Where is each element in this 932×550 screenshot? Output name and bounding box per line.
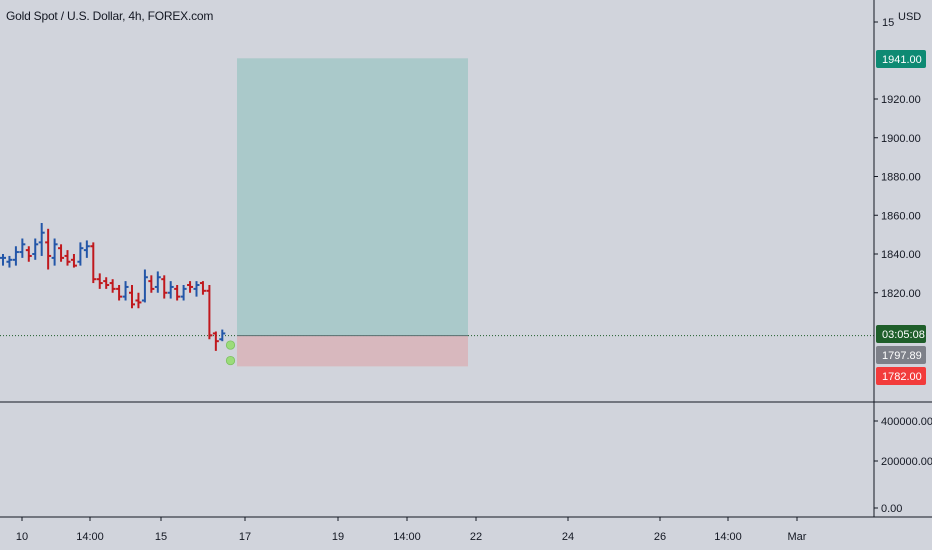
- ohlc-bar: [25, 246, 32, 262]
- price-tick-label: 1840.00: [881, 249, 921, 261]
- bar-countdown-tag: 03:05:08: [876, 325, 926, 343]
- time-tick-label: 19: [332, 531, 344, 543]
- ohlc-bar: [64, 250, 71, 266]
- ohlc-bar: [212, 331, 219, 351]
- target-price-tag-label: 1941.00: [882, 54, 922, 66]
- last-price-tag-bg: [876, 346, 926, 364]
- volume-tick-label: 200000.00: [881, 456, 932, 468]
- ohlc-bar: [109, 279, 116, 293]
- ohlc-bar: [161, 275, 168, 299]
- symbol-title[interactable]: Gold Spot / U.S. Dollar, 4h, FOREX.com: [6, 9, 214, 23]
- time-tick-label: 15: [155, 531, 167, 543]
- ohlc-bar: [129, 285, 135, 309]
- signal-markers: [225, 340, 236, 366]
- time-tick-label: 26: [654, 531, 666, 543]
- stop-price-tag-bg: [876, 367, 926, 385]
- time-tick-label: 24: [562, 531, 574, 543]
- volume-tick-label: 400000.00: [881, 416, 932, 428]
- ohlc-bar: [58, 244, 65, 262]
- ohlc-bar: [83, 240, 90, 258]
- ohlc-bar: [193, 281, 200, 297]
- target-price-tag-bg: [876, 50, 926, 68]
- price-axis-currency: USD: [898, 11, 921, 23]
- ohlc-bar: [154, 271, 161, 293]
- ohlc-bar: [135, 292, 142, 309]
- ohlc-bar: [51, 238, 58, 266]
- last-price-tag: 1797.89: [876, 346, 926, 364]
- ohlc-bar: [77, 242, 84, 266]
- time-tick-label: 22: [470, 531, 482, 543]
- long-position-tool[interactable]: [237, 58, 468, 367]
- last-price-tag-label: 1797.89: [882, 350, 922, 362]
- ohlc-bar: [103, 277, 110, 289]
- time-tick-label: Mar: [788, 531, 807, 543]
- target-price-tag: 1941.00: [876, 50, 926, 68]
- bar-countdown-tag-bg: [876, 325, 926, 343]
- ohlc-bar: [116, 285, 123, 301]
- price-tick-label: 1920.00: [881, 94, 921, 106]
- ohlc-bar: [70, 254, 77, 268]
- signal-marker: [225, 340, 236, 350]
- price-tick-label: 1820.00: [881, 288, 921, 300]
- ohlc-bar: [167, 281, 174, 299]
- ohlc-bar: [6, 255, 13, 268]
- volume-tick-label: 0.00: [881, 503, 902, 515]
- ohlc-bar: [219, 329, 226, 342]
- ohlc-bar: [141, 269, 148, 303]
- ohlc-bar: [122, 281, 129, 301]
- ohlc-bar: [174, 285, 181, 301]
- ohlc-bar: [45, 228, 52, 270]
- ohlc-bar: [180, 285, 187, 301]
- ohlc-bar: [187, 281, 194, 293]
- time-tick-label: 10: [16, 531, 28, 543]
- stop-price-tag-label: 1782.00: [882, 371, 922, 383]
- price-tick-label: 1860.00: [881, 210, 921, 222]
- stop-price-tag: 1782.00: [876, 367, 926, 385]
- ohlc-bar: [38, 223, 45, 256]
- ohlc-bar: [90, 242, 97, 284]
- ohlc-bar: [199, 281, 206, 295]
- bar-countdown-tag-label: 03:05:08: [882, 329, 925, 341]
- time-tick-label: 17: [239, 531, 251, 543]
- time-tick-label: 14:00: [393, 531, 421, 543]
- ohlc-bar: [32, 238, 39, 260]
- ohlc-bar: [96, 273, 103, 289]
- price-tags: 1941.00 03:05:08 1797.89 1782.00: [876, 50, 926, 385]
- time-tick-label: 14:00: [76, 531, 104, 543]
- signal-marker: [225, 355, 236, 366]
- ohlc-bar: [19, 238, 26, 258]
- ohlc-bar: [12, 246, 19, 266]
- loss-zone[interactable]: [237, 335, 468, 367]
- profit-zone[interactable]: [237, 58, 468, 336]
- ohlc-bar: [0, 254, 6, 266]
- price-tick-label: 15: [882, 17, 894, 29]
- price-tick-label: 1880.00: [881, 172, 921, 184]
- ohlc-bar: [206, 285, 213, 340]
- price-tick-label: 1900.00: [881, 133, 921, 145]
- ohlc-bars: [0, 223, 226, 351]
- time-tick-label: 14:00: [714, 531, 742, 543]
- ohlc-bar: [148, 275, 155, 293]
